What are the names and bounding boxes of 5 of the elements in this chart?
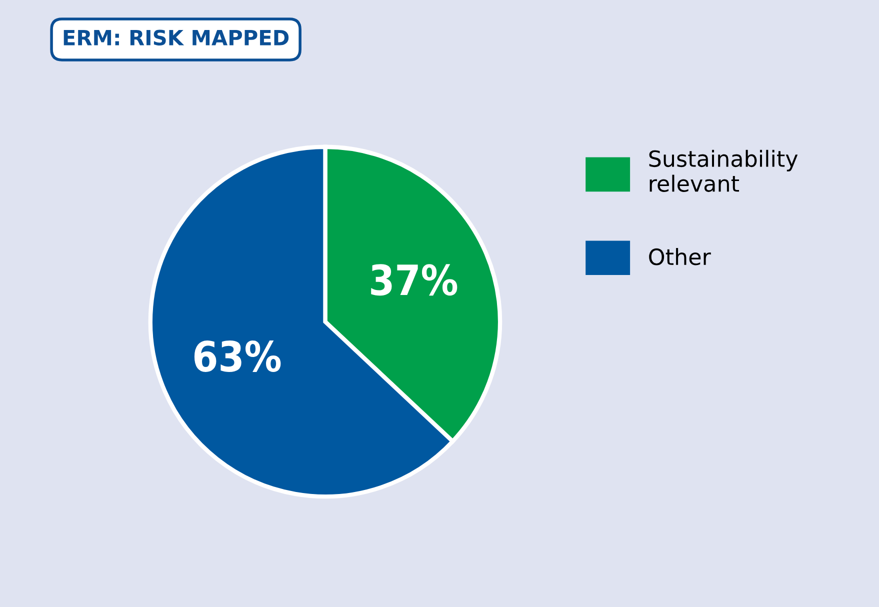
legend-label: Other [649, 248, 711, 266]
data-label: 37% [371, 264, 458, 296]
data-label: 63% [194, 340, 281, 372]
legend-label: Sustainability relevant [649, 150, 798, 192]
chart-title: ERM: RISK MAPPED [64, 30, 289, 46]
